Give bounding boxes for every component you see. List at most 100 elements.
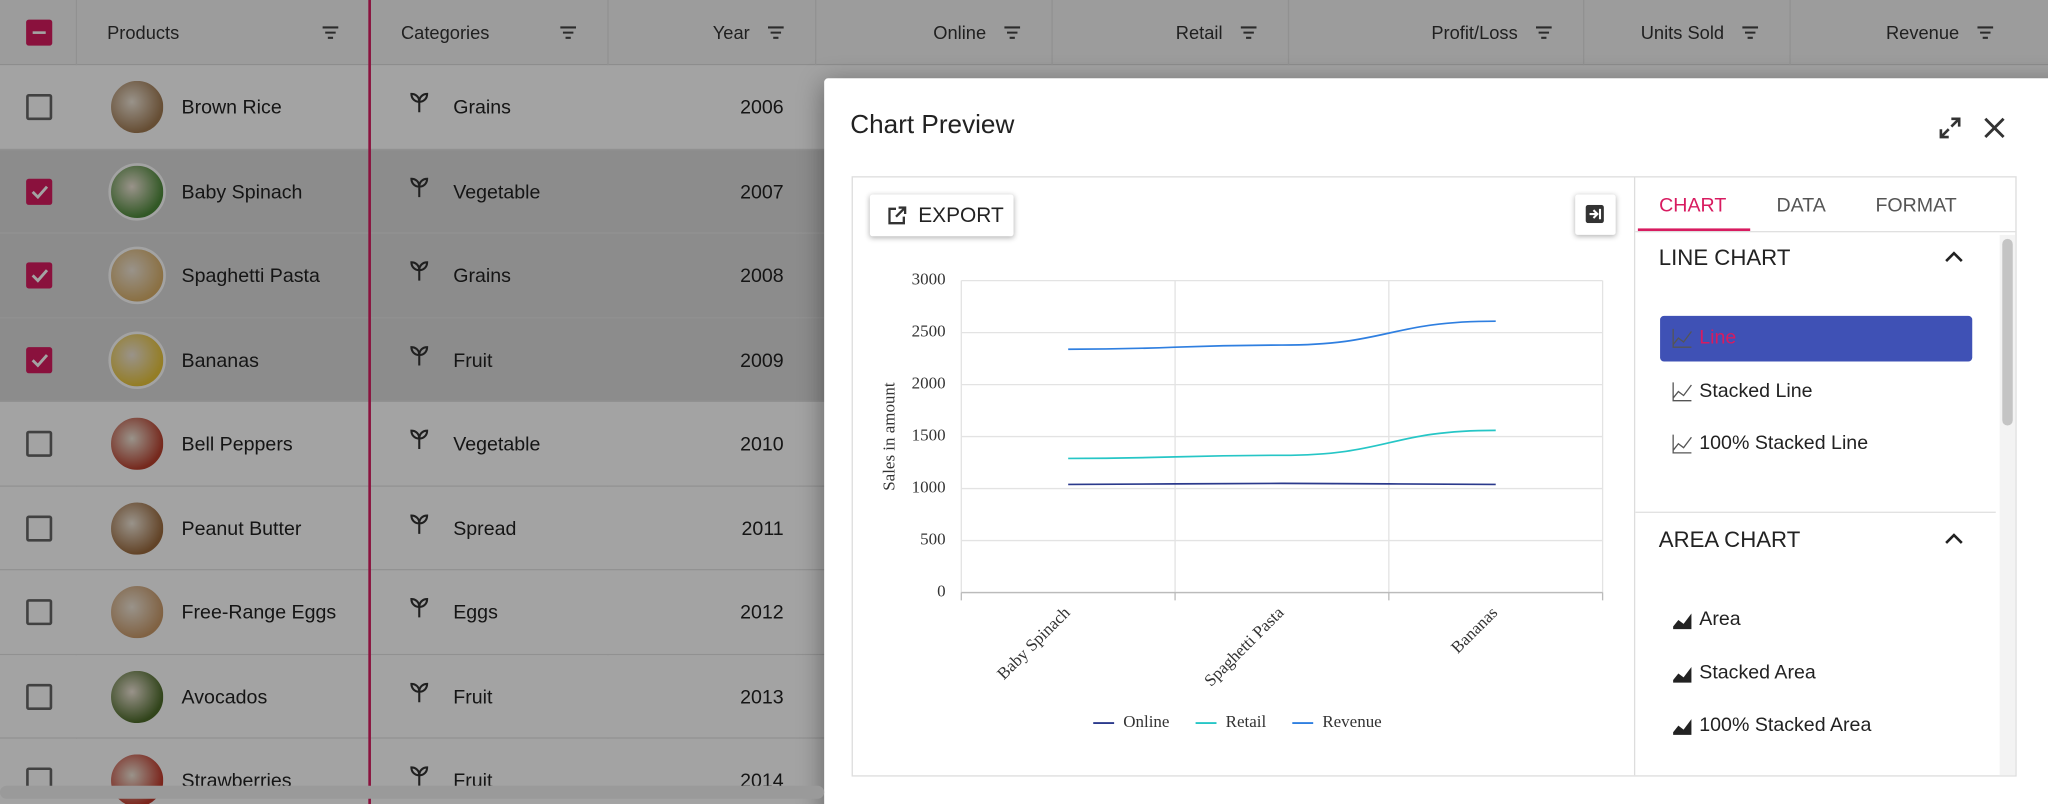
y-tick-label: 1500 bbox=[912, 425, 946, 444]
y-axis-title: Sales in amount bbox=[880, 382, 899, 491]
filter-icon bbox=[322, 26, 339, 39]
row-checkbox[interactable] bbox=[26, 683, 53, 710]
product-name: Free-Range Eggs bbox=[181, 601, 337, 624]
chart-type-icon bbox=[1673, 666, 1692, 682]
category-name: Grains bbox=[453, 96, 511, 119]
chart-type-item[interactable]: Stacked Area bbox=[1699, 661, 1816, 684]
tab[interactable]: CHART bbox=[1659, 194, 1727, 217]
category-icon bbox=[410, 345, 429, 365]
series-line bbox=[1068, 320, 1496, 351]
row-checkbox[interactable] bbox=[26, 262, 53, 289]
column-header: Year bbox=[712, 22, 750, 44]
section-title[interactable]: LINE CHART bbox=[1658, 245, 1791, 271]
category-name: Spread bbox=[453, 517, 517, 540]
x-tick-label: Baby Spinach bbox=[993, 603, 1074, 684]
category-name: Grains bbox=[453, 264, 511, 288]
category-icon bbox=[410, 177, 429, 197]
chart-type-icon bbox=[1672, 381, 1692, 401]
category-icon bbox=[410, 682, 429, 702]
chart-type-item[interactable]: Line bbox=[1699, 326, 1737, 349]
indeterminate-mark bbox=[32, 31, 46, 34]
category-icon bbox=[410, 598, 429, 618]
product-image bbox=[108, 667, 166, 726]
legend-label: Revenue bbox=[1322, 712, 1381, 731]
year: 2013 bbox=[740, 685, 784, 709]
product-name: Spaghetti Pasta bbox=[181, 264, 320, 288]
year: 2007 bbox=[740, 180, 784, 203]
y-tick-label: 2500 bbox=[912, 322, 946, 341]
chart-type-item[interactable]: 100% Stacked Line bbox=[1699, 432, 1869, 455]
row-checkbox[interactable] bbox=[26, 514, 53, 542]
select-all-checkbox[interactable] bbox=[26, 19, 53, 46]
tab[interactable]: DATA bbox=[1776, 194, 1826, 217]
chart-type-icon bbox=[1673, 613, 1692, 630]
chart-dialog: Chart Preview EXPORT 0 500 1000 1500 2000 250… bbox=[824, 78, 2048, 804]
category-icon bbox=[410, 92, 429, 113]
product-image bbox=[108, 330, 166, 389]
product-image bbox=[108, 415, 166, 473]
product-name: Peanut Butter bbox=[181, 517, 302, 540]
pinned-divider bbox=[368, 0, 371, 804]
line-chart: 0 500 1000 1500 2000 2500 3000 Sales in amount B… bbox=[880, 270, 1604, 731]
collapse-chevron bbox=[1945, 533, 1963, 544]
product-image bbox=[108, 78, 166, 136]
check-mark bbox=[31, 185, 49, 199]
expand-button[interactable] bbox=[1937, 115, 1963, 141]
product-image bbox=[108, 162, 166, 220]
category-icon bbox=[410, 261, 429, 281]
product-name: Bananas bbox=[181, 349, 259, 372]
category-name: Fruit bbox=[453, 685, 493, 709]
series-line bbox=[1068, 429, 1496, 460]
chart-type-item[interactable]: 100% Stacked Area bbox=[1699, 713, 1872, 737]
filter-icon bbox=[1240, 26, 1257, 39]
chart-type-icon bbox=[1672, 328, 1692, 348]
year: 2010 bbox=[740, 433, 784, 456]
filter-icon bbox=[1535, 26, 1552, 39]
collapse-chevron bbox=[1945, 251, 1963, 262]
export-icon bbox=[888, 206, 907, 225]
legend-label: Online bbox=[1123, 712, 1169, 731]
row-checkbox[interactable] bbox=[26, 430, 53, 457]
year: 2009 bbox=[740, 349, 784, 372]
y-tick-label: 3000 bbox=[912, 270, 946, 289]
tab-bar-border bbox=[1635, 231, 2017, 233]
close-button[interactable] bbox=[1981, 115, 2007, 141]
row-checkbox[interactable] bbox=[26, 599, 53, 626]
year: 2011 bbox=[741, 517, 784, 540]
check-mark bbox=[31, 269, 49, 283]
row-checkbox[interactable] bbox=[26, 93, 53, 121]
export-button[interactable]: EXPORT bbox=[869, 194, 1014, 237]
category-name: Eggs bbox=[453, 601, 498, 624]
product-name: Bell Peppers bbox=[181, 433, 293, 456]
product-name: Avocados bbox=[181, 685, 268, 709]
column-header: Profit/Loss bbox=[1431, 22, 1518, 44]
year: 2006 bbox=[740, 96, 784, 119]
filter-icon bbox=[767, 26, 784, 39]
column-header: Revenue bbox=[1885, 22, 1960, 44]
column-header: Retail bbox=[1175, 22, 1223, 44]
chart-panel: EXPORT 0 500 1000 1500 2000 2500 3000 Sales in … bbox=[851, 176, 2017, 777]
legend-label: Retail bbox=[1226, 712, 1267, 731]
y-tick-label: 2000 bbox=[912, 373, 946, 392]
row-checkbox[interactable] bbox=[26, 346, 53, 373]
chart-type-icon bbox=[1673, 719, 1692, 735]
filter-icon bbox=[1742, 26, 1759, 39]
row-checkbox[interactable] bbox=[26, 178, 53, 205]
chart-type-item[interactable]: Stacked Line bbox=[1699, 379, 1813, 402]
dialog-title: Chart Preview bbox=[850, 110, 1015, 140]
chart-type-icon bbox=[1672, 434, 1692, 454]
filter-icon bbox=[1977, 26, 1994, 39]
column-header: Products bbox=[107, 22, 180, 44]
tab[interactable]: FORMAT bbox=[1875, 194, 1957, 217]
y-tick-label: 1000 bbox=[912, 477, 946, 496]
chart-type-item[interactable]: Area bbox=[1699, 608, 1741, 631]
product-name: Baby Spinach bbox=[181, 180, 303, 203]
section-title[interactable]: AREA CHART bbox=[1658, 527, 1801, 553]
toggle-panel-button[interactable] bbox=[1575, 194, 1616, 235]
selected-item-bg bbox=[1660, 315, 1973, 362]
category-icon bbox=[410, 429, 429, 449]
grid-header bbox=[0, 0, 2048, 66]
category-name: Vegetable bbox=[453, 433, 541, 456]
